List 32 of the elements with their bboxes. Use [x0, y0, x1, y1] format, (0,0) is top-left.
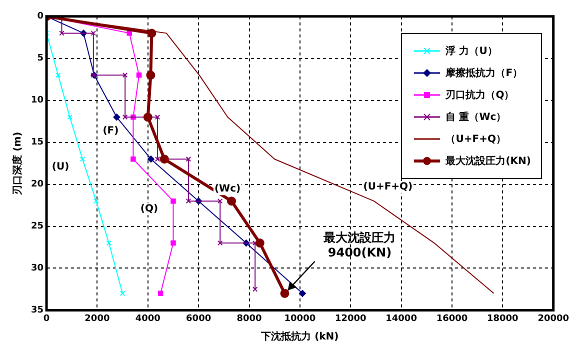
x-tick-label: 14000 — [386, 314, 417, 324]
x-tick-label: 6000 — [186, 314, 212, 324]
legend-label: 浮 力（U） — [446, 44, 498, 58]
y-tick-label: 15 — [30, 138, 44, 148]
y-tick-label: 35 — [30, 306, 44, 316]
annotation: (Wc) — [214, 184, 241, 195]
x-tick-label: 18000 — [487, 314, 518, 324]
legend-label: 摩擦抵抗力（F） — [446, 66, 523, 80]
x-tick-label: 10000 — [284, 314, 316, 324]
y-tick-label: 0 — [37, 12, 44, 22]
x-tick-label: 8000 — [236, 314, 262, 324]
x-axis-title: 下沈抵抗力 (kN) — [260, 330, 339, 343]
legend-label: 刃口抗力（Q） — [446, 88, 514, 102]
y-tick-label: 10 — [30, 96, 44, 106]
y-tick-label: 20 — [30, 180, 44, 190]
x-tick-label: 20000 — [538, 314, 569, 324]
annotation: (U+F+Q) — [363, 182, 413, 193]
x-tick-label: 12000 — [334, 314, 366, 324]
legend-label: 最大沈設圧力(KN) — [446, 154, 531, 168]
y-tick-label: 30 — [30, 264, 44, 274]
x-tick-label: 16000 — [436, 314, 468, 324]
x-tick-label: 4000 — [135, 314, 160, 324]
annotation: 最大沈設圧力 9400(KN) — [322, 230, 396, 260]
legend-label: 自 重（Wc） — [446, 110, 506, 124]
y-tick-label: 5 — [37, 54, 44, 64]
y-tick-label: 25 — [30, 222, 44, 232]
annotation: (F) — [102, 126, 119, 137]
annotation: (Q) — [140, 204, 158, 215]
legend-label: （U+F+Q） — [446, 133, 506, 146]
y-axis-title: 刃口深度 (m) — [12, 132, 24, 195]
x-tick-label: 2000 — [84, 314, 110, 324]
annotation: (U) — [52, 162, 70, 173]
